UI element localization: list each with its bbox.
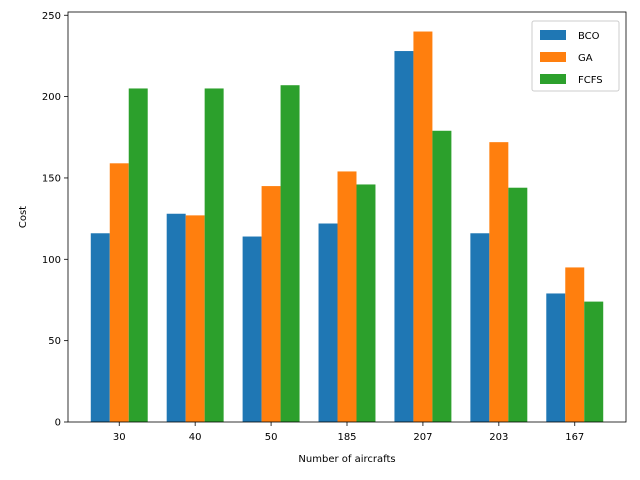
y-tick-label: 150 [42, 173, 61, 184]
x-tick-label: 50 [265, 432, 278, 443]
bar-fcfs-203 [508, 187, 528, 422]
bar-bco-203 [470, 233, 490, 422]
legend-label-ga: GA [578, 53, 593, 64]
x-tick-label: 167 [565, 432, 584, 443]
bar-fcfs-50 [280, 85, 300, 422]
y-axis-ticks: 0 50 100 150 200 250 [42, 11, 68, 429]
legend-label-bco: BCO [578, 31, 600, 42]
plot-frame [67, 11, 627, 423]
bar-bco-40 [166, 213, 186, 422]
y-tick-label: 50 [48, 336, 61, 347]
bar-bco-207 [394, 51, 414, 423]
x-tick-label: 203 [489, 432, 508, 443]
bar-ga-167 [565, 267, 585, 422]
bar-ga-203 [489, 142, 509, 422]
legend-swatch-bco [540, 30, 566, 40]
bar-fcfs-207 [432, 130, 452, 422]
legend-swatch-fcfs [540, 74, 566, 84]
bar-fcfs-167 [584, 301, 604, 422]
bar-bco-167 [546, 293, 566, 422]
bar-bco-50 [242, 236, 262, 422]
x-tick-label: 207 [413, 432, 432, 443]
y-axis-label: Cost [18, 206, 29, 228]
y-tick-label: 100 [42, 255, 61, 266]
bars-group [90, 31, 604, 423]
bar-bco-185 [318, 223, 338, 422]
legend-swatch-ga [540, 52, 566, 62]
x-axis-label: Number of aircrafts [298, 454, 395, 465]
x-tick-label: 185 [337, 432, 356, 443]
bar-fcfs-30 [128, 88, 148, 422]
x-tick-label: 30 [113, 432, 126, 443]
bar-ga-30 [109, 163, 129, 423]
y-tick-label: 250 [42, 11, 61, 22]
legend-label-fcfs: FCFS [578, 75, 603, 86]
y-tick-label: 0 [55, 418, 61, 429]
legend: BCO GA FCFS [531, 20, 620, 92]
bar-fcfs-185 [356, 184, 376, 422]
bar-ga-50 [261, 186, 281, 422]
y-tick-label: 200 [42, 92, 61, 103]
bar-ga-185 [337, 171, 357, 422]
bar-ga-40 [185, 215, 205, 422]
x-tick-label: 40 [189, 432, 202, 443]
bar-fcfs-40 [204, 88, 224, 422]
bar-ga-207 [413, 31, 433, 423]
bar-bco-30 [90, 233, 110, 422]
x-axis-ticks: 30 40 50 185 207 203 167 [113, 422, 584, 443]
